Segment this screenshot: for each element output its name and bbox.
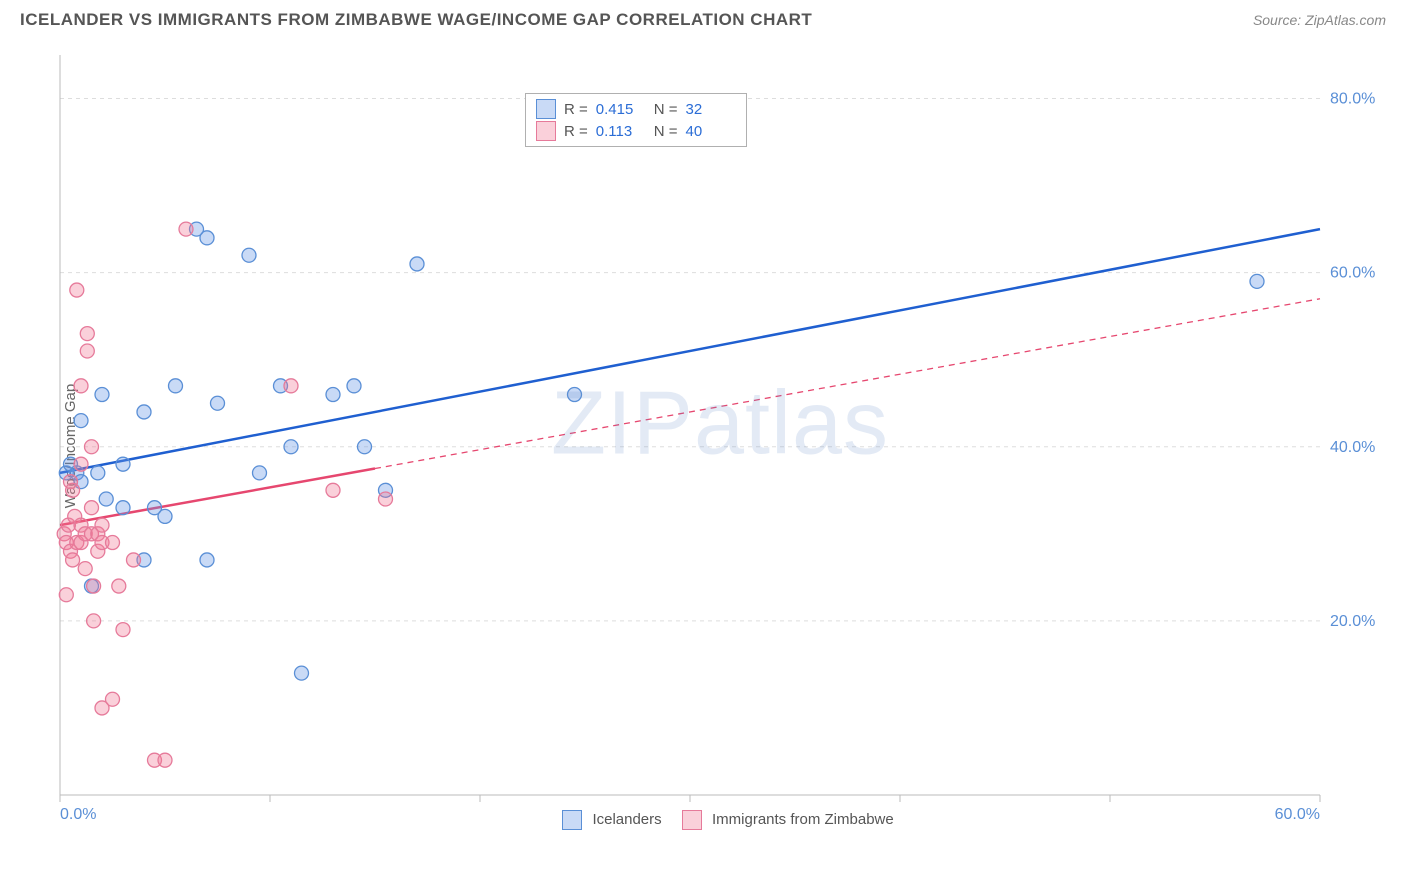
chart-header: ICELANDER VS IMMIGRANTS FROM ZIMBABWE WA… [0, 0, 1406, 30]
svg-text:60.0%: 60.0% [1330, 265, 1375, 282]
swatch-icon [536, 99, 556, 119]
scatter-plot: 20.0%40.0%60.0%80.0%0.0%60.0% [50, 45, 1390, 835]
swatch-icon [562, 810, 582, 830]
svg-text:40.0%: 40.0% [1330, 439, 1375, 456]
legend: Icelanders Immigrants from Zimbabwe [50, 810, 1390, 830]
legend-label: Icelanders [592, 811, 661, 828]
stats-row: R = 0.415 N = 32 [536, 98, 736, 120]
legend-label: Immigrants from Zimbabwe [712, 811, 894, 828]
swatch-icon [682, 810, 702, 830]
r-value: 0.113 [596, 123, 646, 140]
chart-title: ICELANDER VS IMMIGRANTS FROM ZIMBABWE WA… [20, 10, 812, 30]
n-value: 32 [686, 101, 736, 118]
r-label: R = [564, 101, 588, 118]
swatch-icon [536, 121, 556, 141]
r-label: R = [564, 123, 588, 140]
chart-area: 20.0%40.0%60.0%80.0%0.0%60.0% ZIPatlas R… [50, 45, 1390, 835]
n-value: 40 [686, 123, 736, 140]
n-label: N = [654, 101, 678, 118]
correlation-stats-box: R = 0.415 N = 32 R = 0.113 N = 40 [525, 93, 747, 147]
svg-text:20.0%: 20.0% [1330, 613, 1375, 630]
source-attribution: Source: ZipAtlas.com [1253, 12, 1386, 28]
stats-row: R = 0.113 N = 40 [536, 120, 736, 142]
n-label: N = [654, 123, 678, 140]
svg-text:80.0%: 80.0% [1330, 91, 1375, 108]
r-value: 0.415 [596, 101, 646, 118]
